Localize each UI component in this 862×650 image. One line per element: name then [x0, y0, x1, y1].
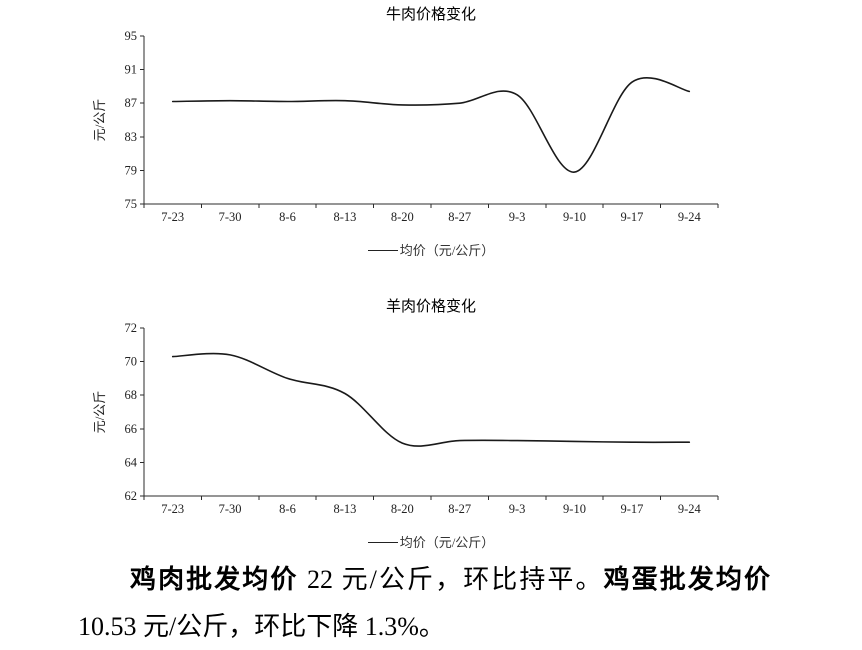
y-tick-label: 87: [125, 96, 138, 110]
beef-chart-title: 牛肉价格变化: [385, 7, 476, 23]
x-tick-label: 9-3: [509, 210, 526, 224]
x-tick-label: 9-24: [678, 502, 702, 516]
x-tick-label: 7-30: [219, 210, 242, 224]
beef-chart-canvas: 75 79 83 87 91 95 7-23 7-30 8-6 8-13 8-20 8-27 9-3 9-…: [90, 26, 730, 232]
x-tick-label: 7-23: [161, 502, 184, 516]
beef-price-chart: 牛肉价格变化 75 79 83 87 91 95 7-23 7-30 8-6 8-13 8-20 8-…: [90, 4, 730, 259]
mutton-chart-canvas: 62 64 66 68 70 72 7-23 7-30 8-6 8-13 8-20 8-27 9-3 9-…: [90, 318, 730, 524]
y-axis-label: 元/公斤: [92, 99, 107, 142]
x-tick-label: 8-6: [279, 210, 296, 224]
y-tick-label: 66: [125, 422, 138, 436]
x-tick-label: 9-17: [620, 210, 643, 224]
x-tick-label: 8-27: [448, 210, 471, 224]
x-tick-label: 8-13: [333, 210, 356, 224]
y-tick-label: 64: [125, 455, 138, 469]
chicken-price-value: 22 元/公斤，环比持平。: [298, 565, 604, 594]
x-tick-label: 8-27: [448, 502, 471, 516]
x-tick-label: 7-30: [219, 502, 242, 516]
y-tick-label: 72: [125, 321, 138, 335]
mutton-chart-legend: 均价（元/公斤）: [90, 532, 730, 551]
mutton-chart-title: 羊肉价格变化: [385, 299, 476, 315]
x-tick-label: 8-6: [279, 502, 296, 516]
egg-price-label: 鸡蛋批发均价: [603, 565, 770, 594]
x-tick-label: 9-10: [563, 210, 586, 224]
x-tick-label: 9-17: [620, 502, 643, 516]
legend-label: 均价（元/公斤）: [399, 243, 495, 258]
legend-line-marker: [367, 542, 398, 543]
price-line: [171, 76, 691, 173]
price-line: [171, 352, 691, 447]
axis-lines: [143, 328, 718, 497]
y-axis-label: 元/公斤: [92, 391, 107, 434]
beef-chart-svg: 75 79 83 87 91 95 7-23 7-30 8-6 8-13 8-20 8-27 9-3 9-…: [92, 29, 719, 224]
y-tick-label: 75: [125, 197, 138, 211]
beef-chart-legend: 均价（元/公斤）: [90, 240, 730, 259]
x-tick-label: 8-20: [391, 502, 414, 516]
chicken-price-label: 鸡肉批发均价: [130, 565, 299, 594]
mutton-chart-svg: 62 64 66 68 70 72 7-23 7-30 8-6 8-13 8-20 8-27 9-3 9-…: [92, 321, 719, 516]
y-tick-label: 83: [125, 130, 138, 144]
x-tick-label: 9-24: [678, 210, 702, 224]
y-tick-label: 79: [125, 163, 138, 177]
summary-paragraph: 鸡肉批发均价 22 元/公斤，环比持平。鸡蛋批发均价 10.53 元/公斤，环比…: [78, 556, 770, 650]
x-tick-label: 9-3: [509, 502, 526, 516]
y-tick-label: 70: [125, 355, 138, 369]
y-tick-label: 68: [125, 388, 138, 402]
egg-price-value: 10.53 元/公斤，环比下降 1.3%。: [78, 612, 445, 641]
x-tick-label: 8-20: [391, 210, 414, 224]
legend-label: 均价（元/公斤）: [399, 535, 495, 550]
y-tick-label: 62: [125, 489, 138, 503]
y-tick-label: 95: [125, 29, 138, 43]
x-tick-label: 7-23: [161, 210, 184, 224]
x-tick-label: 9-10: [563, 502, 586, 516]
mutton-price-chart: 羊肉价格变化 62 64 66 68 70 72 7-23 7-30 8-6 8-13 8-20 8-…: [90, 296, 730, 551]
x-tick-label: 8-13: [333, 502, 356, 516]
axis-lines: [143, 36, 718, 205]
legend-line-marker: [367, 250, 398, 251]
y-tick-label: 91: [125, 63, 138, 77]
